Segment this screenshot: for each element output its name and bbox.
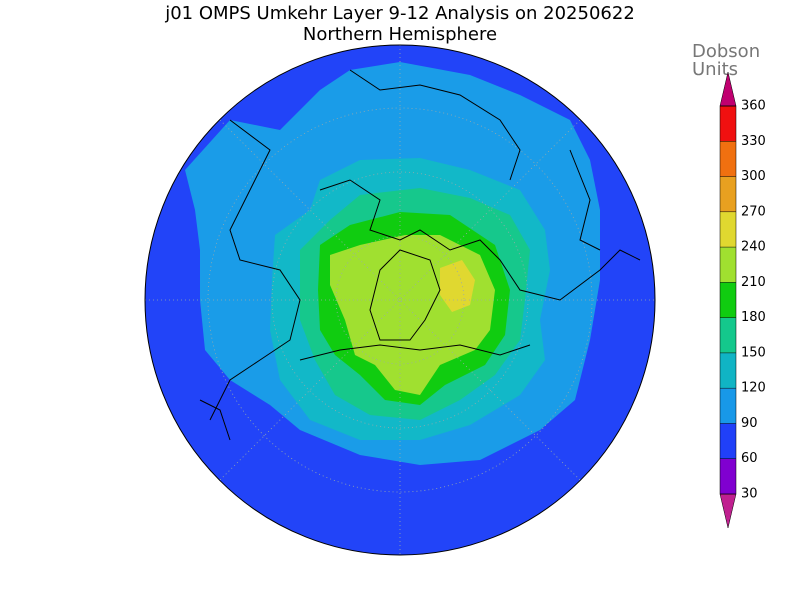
- colorbar-bin: [720, 388, 736, 424]
- colorbar-tick-label: 330: [741, 134, 766, 149]
- colorbar-label: Dobson: [692, 41, 760, 62]
- field-240-270: [440, 260, 475, 312]
- colorbar-tick-label: 30: [741, 487, 758, 502]
- colorbar-bin: [720, 423, 736, 459]
- colorbar-bin: [720, 141, 736, 177]
- colorbar-tick-label: 240: [741, 240, 766, 255]
- colorbar-tick-label: 180: [741, 310, 766, 325]
- colorbar-bin: [720, 211, 736, 248]
- colorbar-bin: [720, 247, 736, 283]
- colorbar-bin: [720, 352, 736, 389]
- title: j01 OMPS Umkehr Layer 9-12 Analysis on 2…: [164, 3, 635, 24]
- colorbar-tick-label: 210: [741, 275, 766, 290]
- subtitle: Northern Hemisphere: [303, 24, 497, 45]
- colorbar-tick-label: 60: [741, 451, 758, 466]
- colorbar-bin: [720, 317, 736, 353]
- colorbar-bin: [720, 106, 736, 142]
- colorbar: Dobson Units 30 60 90 120 150 180 210 240 270 300…: [692, 41, 766, 529]
- colorbar-bin: [720, 282, 736, 318]
- colorbar-tick-label: 120: [741, 381, 766, 396]
- colorbar-tick-label: 150: [741, 345, 766, 360]
- colorbar-label: Units: [692, 59, 738, 80]
- colorbar-bin: [720, 176, 736, 212]
- coastlines: [199, 69, 641, 441]
- colorbar-tick-label: 90: [741, 416, 758, 431]
- colorbar-tick-label: 270: [741, 204, 766, 219]
- colorbar-tick-label: 360: [741, 99, 766, 114]
- colorbar-extend-low: [719, 493, 737, 529]
- colorbar-bin: [720, 458, 736, 494]
- polar-map: [144, 44, 656, 556]
- graticule: [145, 45, 655, 555]
- colorbar-tick-label: 300: [741, 169, 766, 184]
